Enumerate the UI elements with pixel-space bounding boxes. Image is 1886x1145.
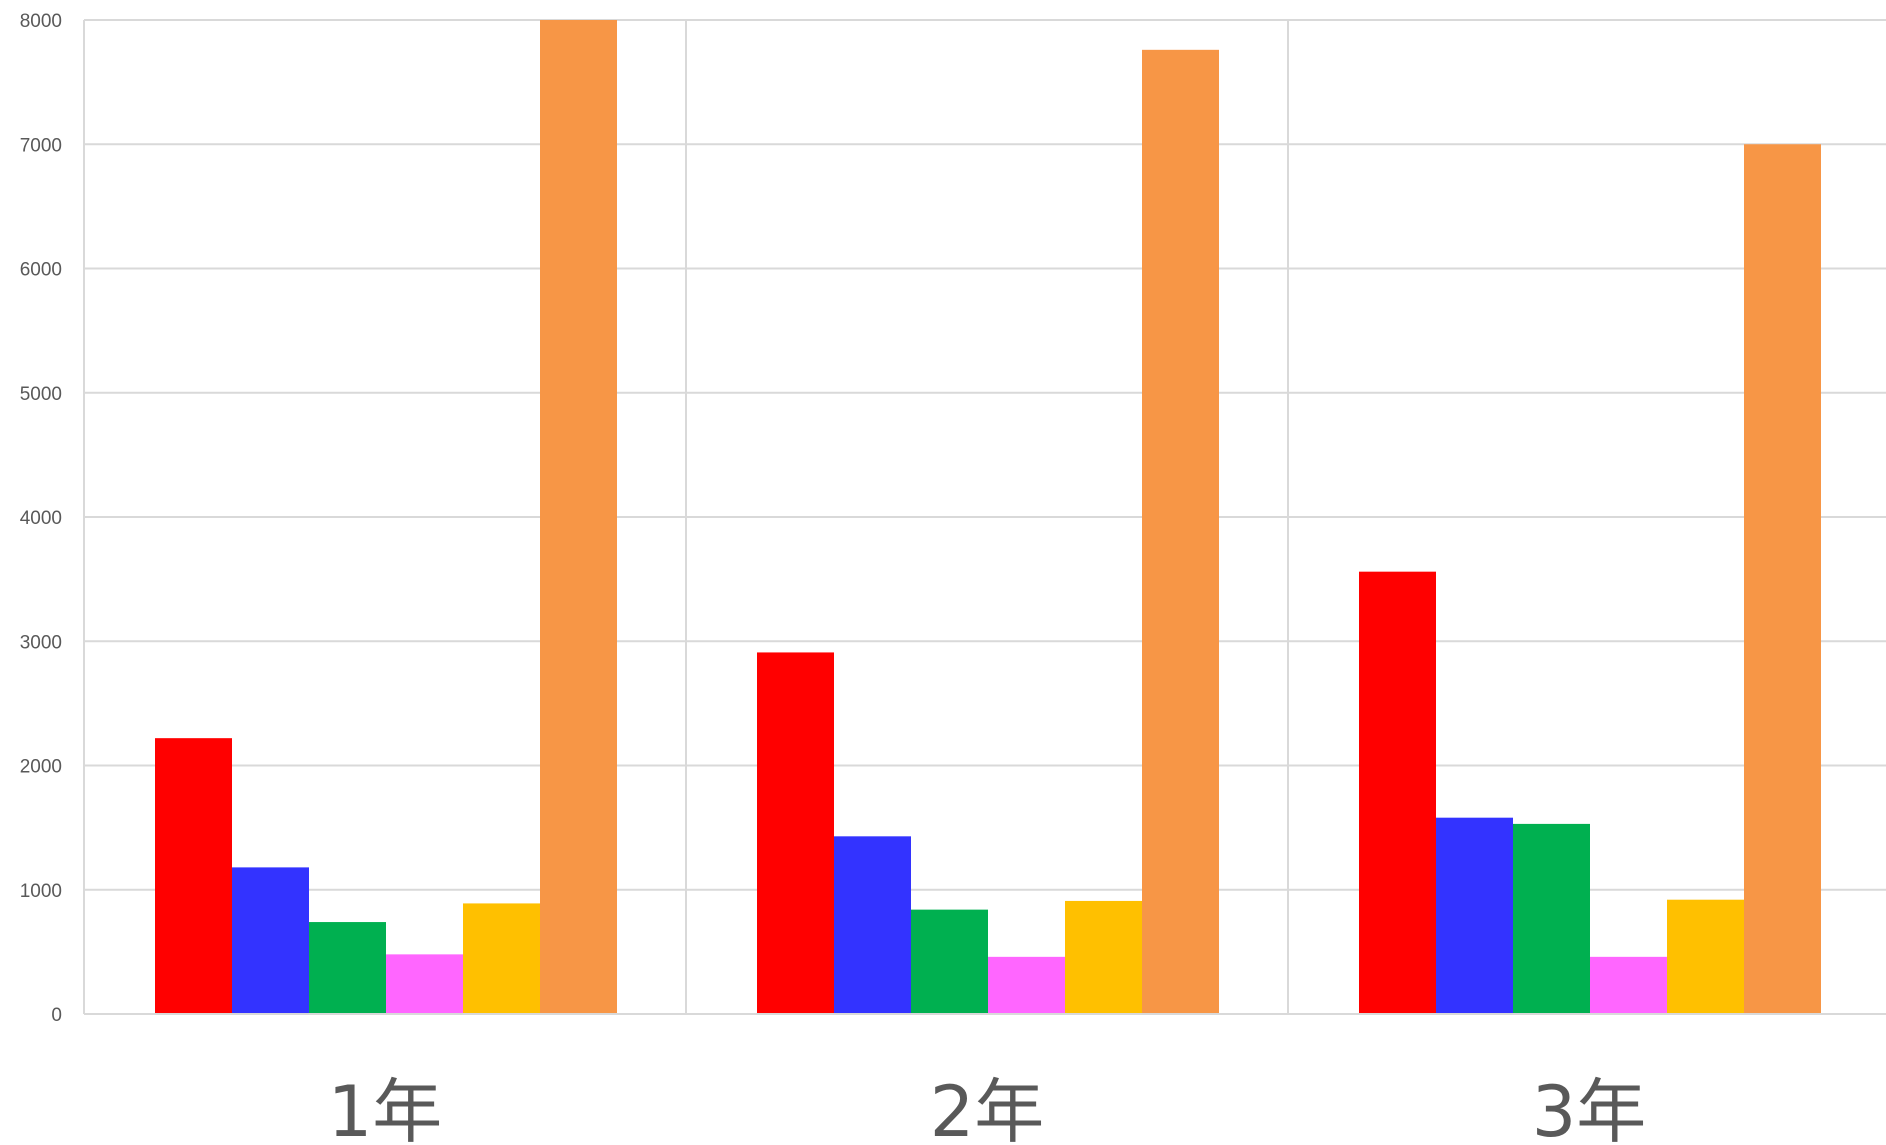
x-tick-label: 2年 (930, 1071, 1045, 1145)
bar-3-3 (1513, 823, 1590, 1014)
y-tick-label: 3000 (20, 632, 62, 653)
bar-2-1 (757, 652, 834, 1014)
bar-3-2 (1436, 817, 1513, 1014)
y-tick-label: 1000 (20, 881, 62, 902)
bar-2-3 (911, 909, 988, 1014)
x-axis-ticks: 1年 2年 3年 (328, 1071, 1647, 1145)
bar-3-5 (1667, 899, 1744, 1014)
y-tick-label: 6000 (20, 260, 62, 281)
bar-3-1 (1359, 571, 1436, 1014)
bar-2-4 (988, 956, 1065, 1014)
bar-1-1 (155, 738, 232, 1014)
bar-1-3 (309, 922, 386, 1014)
x-tick-label: 1年 (328, 1071, 443, 1145)
bar-1-5 (463, 903, 540, 1014)
bar-2-5 (1065, 900, 1142, 1014)
y-tick-label: 0 (51, 1005, 62, 1026)
bar-2-6 (1142, 49, 1219, 1014)
y-tick-label: 8000 (20, 11, 62, 32)
bar-3-6 (1744, 144, 1821, 1014)
bar-1-4 (386, 954, 463, 1014)
bar-2-2 (834, 836, 911, 1014)
bar-1-2 (232, 867, 309, 1014)
y-tick-label: 4000 (20, 508, 62, 529)
y-tick-label: 2000 (20, 757, 62, 778)
bar-1-6 (540, 20, 617, 1014)
bars (155, 20, 1821, 1014)
grid (83, 19, 1886, 1014)
y-tick-label: 5000 (20, 384, 62, 405)
y-axis-ticks: 0 1000 2000 3000 4000 5000 6000 7000 8000 (20, 11, 62, 1026)
bar-3-4 (1590, 956, 1667, 1014)
x-tick-label: 3年 (1532, 1071, 1647, 1145)
y-tick-label: 7000 (20, 135, 62, 156)
